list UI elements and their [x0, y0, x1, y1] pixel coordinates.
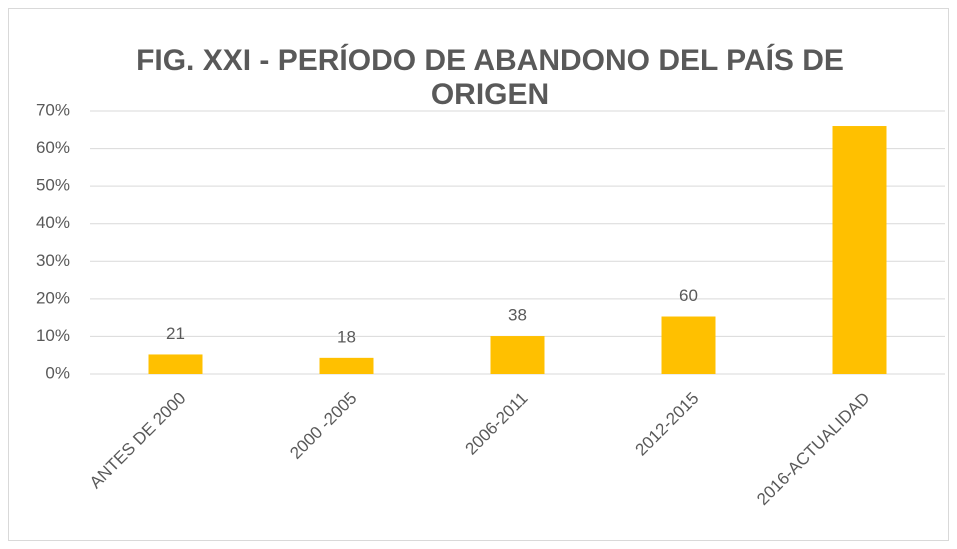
- data-label: 38: [508, 306, 527, 325]
- y-tick-label: 50%: [36, 176, 70, 195]
- bar: [832, 126, 887, 375]
- data-label: 21: [166, 324, 185, 343]
- bar: [319, 357, 374, 374]
- y-tick-label: 0%: [45, 363, 70, 382]
- chart-border: [8, 8, 949, 541]
- data-label: 18: [337, 327, 356, 346]
- bar: [490, 336, 545, 374]
- y-tick-label: 60%: [36, 138, 70, 157]
- y-tick-label: 10%: [36, 326, 70, 345]
- chart-title: FIG. XXI - PERÍODO DE ABANDONO DEL PAÍS …: [136, 44, 844, 111]
- y-tick-label: 70%: [36, 100, 70, 119]
- y-tick-label: 20%: [36, 288, 70, 307]
- bar: [661, 316, 716, 374]
- bar: [148, 354, 203, 374]
- y-tick-label: 40%: [36, 213, 70, 232]
- y-tick-label: 30%: [36, 251, 70, 270]
- data-label: 60: [679, 286, 698, 305]
